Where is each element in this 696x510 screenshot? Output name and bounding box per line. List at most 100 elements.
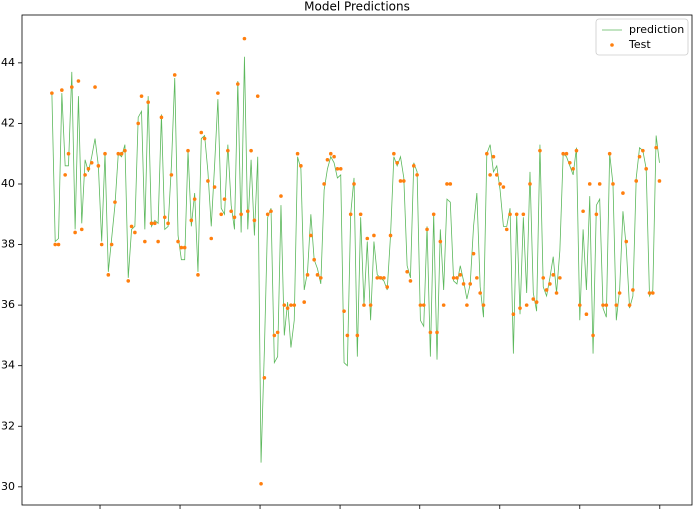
test-point	[528, 182, 532, 186]
test-point	[189, 218, 194, 223]
test-point	[362, 303, 366, 307]
test-point	[99, 242, 104, 247]
test-point	[551, 273, 556, 277]
test-point	[438, 239, 443, 244]
test-point	[259, 482, 263, 486]
test-point	[481, 303, 486, 307]
test-point	[279, 194, 283, 198]
test-point	[485, 151, 489, 156]
test-point	[249, 148, 253, 153]
test-point	[385, 285, 390, 289]
test-point	[328, 151, 333, 156]
test-point	[561, 151, 565, 156]
test-point	[408, 279, 413, 283]
test-point	[544, 288, 549, 292]
test-point	[179, 245, 184, 250]
test-point	[146, 100, 150, 105]
test-point	[491, 154, 496, 159]
test-point	[299, 164, 303, 168]
test-point	[458, 273, 463, 277]
test-point	[76, 79, 81, 83]
test-point	[651, 291, 655, 295]
test-point	[614, 303, 619, 307]
test-point	[531, 297, 536, 301]
test-point	[202, 136, 207, 141]
test-point	[441, 303, 446, 307]
test-point	[73, 230, 77, 235]
test-point	[587, 182, 592, 186]
test-point	[162, 215, 167, 220]
test-point	[289, 303, 293, 307]
test-point	[169, 173, 174, 177]
test-point	[395, 160, 399, 165]
test-point	[428, 330, 433, 335]
test-point	[471, 251, 476, 256]
test-point	[375, 276, 380, 280]
test-point	[60, 88, 64, 92]
test-point	[153, 221, 157, 226]
test-point	[624, 239, 629, 244]
test-point	[392, 151, 396, 156]
test-point	[96, 164, 101, 168]
legend-box	[595, 18, 689, 56]
test-point	[212, 185, 217, 189]
test-point	[431, 212, 436, 217]
legend-swatch	[610, 43, 614, 47]
test-point	[461, 282, 466, 286]
test-point	[448, 182, 453, 186]
test-point	[435, 330, 439, 335]
test-point	[468, 282, 473, 286]
test-point	[657, 179, 662, 183]
y-tick-label: 36	[1, 298, 15, 311]
test-point	[113, 200, 117, 204]
test-point	[594, 212, 599, 217]
test-point	[70, 85, 74, 89]
test-point	[518, 306, 522, 310]
test-point	[577, 303, 582, 307]
test-point	[199, 130, 204, 135]
y-tick-label: 34	[1, 359, 15, 372]
test-point	[637, 154, 642, 159]
test-point	[521, 212, 526, 217]
test-point	[66, 151, 71, 156]
test-point	[398, 179, 403, 183]
test-point	[445, 182, 449, 186]
test-point	[196, 273, 200, 277]
test-point	[504, 227, 509, 232]
test-point	[143, 239, 147, 244]
test-point	[222, 197, 227, 201]
test-point	[514, 212, 519, 217]
test-point	[50, 91, 54, 95]
test-point	[282, 303, 287, 307]
test-point	[597, 182, 602, 186]
test-point	[455, 276, 459, 280]
test-point	[305, 273, 310, 277]
test-point	[382, 276, 386, 280]
test-point	[103, 151, 107, 156]
test-point	[494, 173, 499, 177]
test-point	[109, 242, 114, 247]
test-point	[265, 212, 270, 217]
test-point	[581, 209, 585, 214]
test-point	[501, 185, 506, 189]
test-point	[405, 270, 409, 274]
test-point	[617, 291, 622, 295]
test-point	[262, 376, 267, 380]
test-point	[332, 154, 336, 159]
y-tick-label: 32	[1, 419, 15, 432]
test-point	[149, 221, 154, 226]
test-point	[372, 233, 376, 238]
test-point	[634, 179, 639, 183]
test-point	[285, 306, 290, 310]
test-point	[342, 309, 346, 313]
test-point	[272, 333, 277, 338]
test-point	[236, 82, 240, 86]
test-point	[239, 212, 243, 217]
test-point	[252, 218, 257, 223]
test-point	[275, 330, 280, 335]
test-point	[172, 73, 177, 77]
test-point	[631, 288, 635, 292]
test-point	[119, 151, 124, 156]
test-point	[411, 164, 416, 168]
